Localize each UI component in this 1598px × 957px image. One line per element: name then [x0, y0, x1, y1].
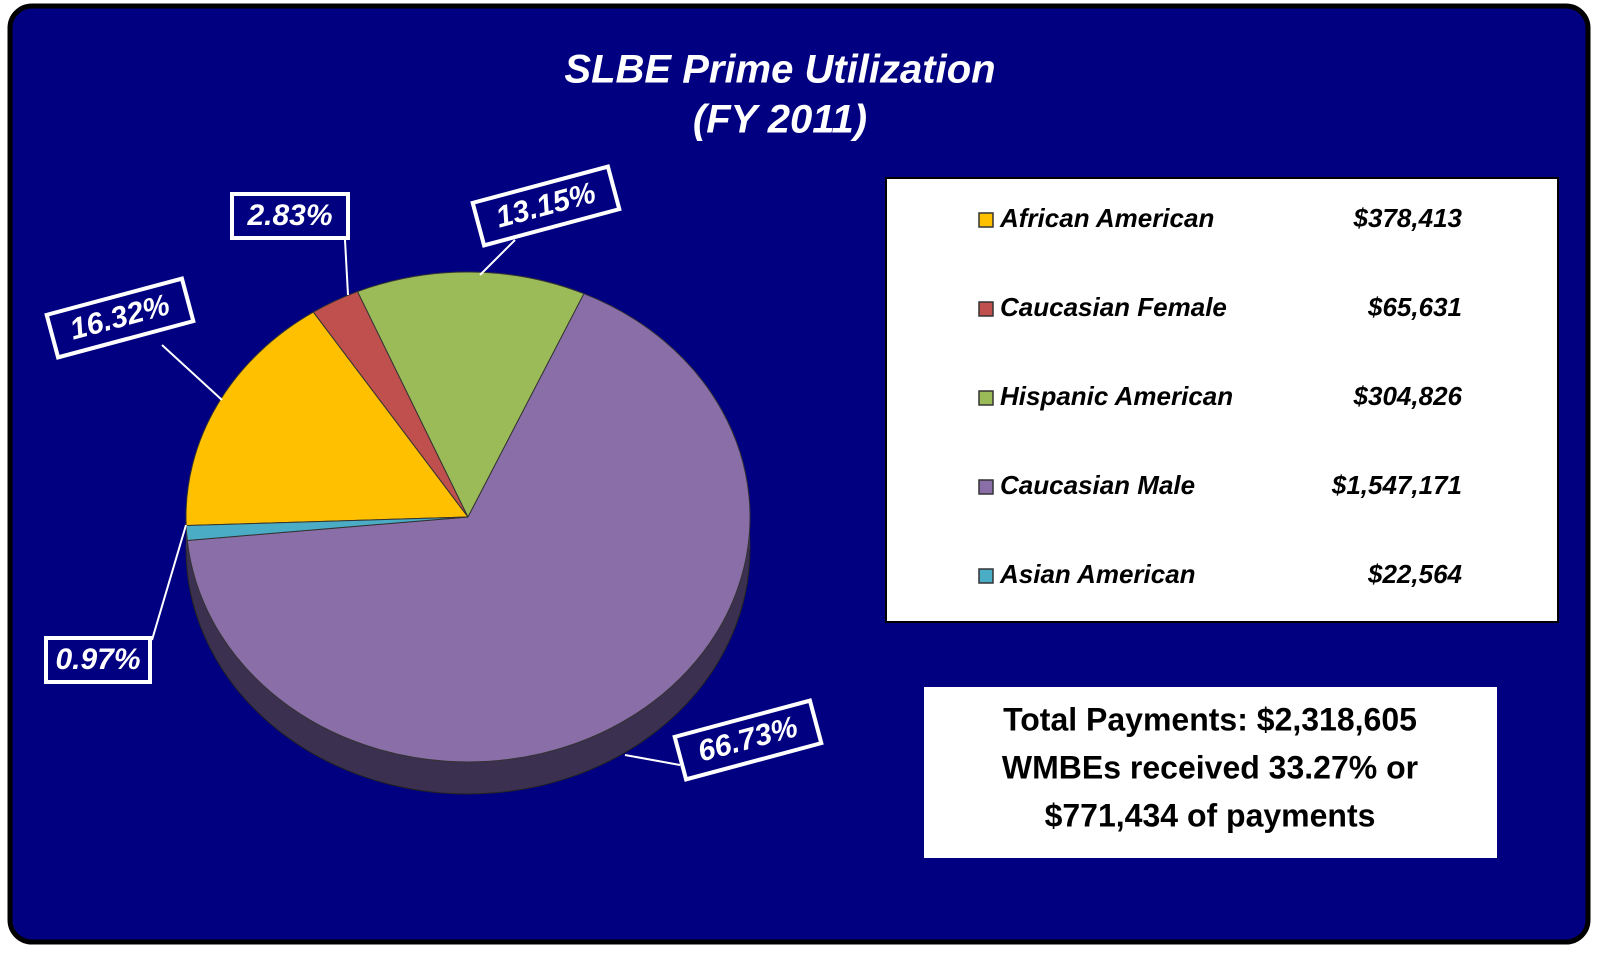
pie-slice	[356, 271, 585, 519]
legend-swatch	[978, 568, 994, 584]
data-label-box	[672, 698, 824, 782]
leader-line	[624, 754, 681, 766]
data-label-box	[44, 636, 152, 684]
legend-swatch	[978, 301, 994, 317]
leader-line	[151, 524, 187, 641]
legend-label: Hispanic American	[1000, 381, 1233, 411]
leader-line	[479, 239, 516, 276]
annotation-line: $771,434 of payments	[1045, 797, 1376, 833]
data-label-group: 2.83%	[230, 192, 350, 240]
annotation-line: WMBEs received 33.27% or	[1002, 749, 1418, 785]
legend-swatch	[978, 212, 994, 228]
pie-slice	[185, 311, 469, 527]
legend-label: Asian American	[999, 559, 1196, 589]
data-label-group: 0.97%	[44, 636, 152, 684]
data-label: 0.97%	[55, 643, 140, 676]
leader-line	[344, 239, 349, 296]
annotation-box	[924, 687, 1497, 858]
legend-label: Caucasian Male	[1000, 470, 1195, 500]
data-label-box	[44, 276, 196, 360]
pie-slice	[186, 293, 751, 763]
chart-subtitle: (FY 2011)	[693, 98, 867, 142]
legend-box	[885, 177, 1559, 623]
data-label-box	[230, 192, 350, 240]
data-label: 2.83%	[246, 199, 332, 232]
data-label-box	[470, 164, 622, 248]
legend-label: African American	[999, 203, 1214, 233]
legend-amount: $304,826	[1353, 381, 1463, 411]
leader-line	[161, 344, 223, 401]
legend-swatch	[978, 390, 994, 406]
legend-amount: $1,547,171	[1331, 470, 1462, 500]
legend-swatch	[978, 479, 994, 495]
legend-label: Caucasian Female	[1000, 292, 1227, 322]
legend-amount: $378,413	[1353, 203, 1463, 233]
legend-amount: $22,564	[1367, 559, 1463, 589]
chart-title: SLBE Prime Utilization	[564, 48, 995, 92]
annotation-line: Total Payments: $2,318,605	[1003, 701, 1417, 737]
legend-amount: $65,631	[1367, 292, 1462, 322]
